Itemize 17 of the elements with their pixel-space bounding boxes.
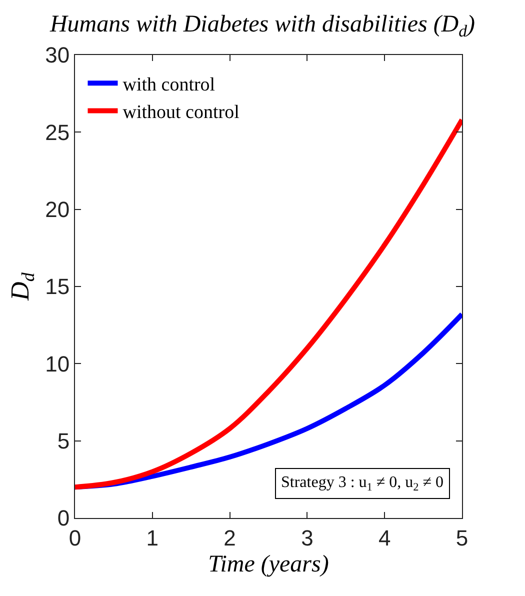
x-tick-label: 5 <box>456 525 468 550</box>
y-tick-label: 5 <box>57 428 70 454</box>
x-tick-label: 3 <box>301 525 314 550</box>
y-tick-label: 0 <box>57 506 70 531</box>
y-tick-label: 25 <box>45 120 70 145</box>
x-tick-label: 4 <box>378 525 391 550</box>
y-tick-label: 10 <box>45 351 70 376</box>
x-axis-title: Time (years) <box>208 552 329 578</box>
x-tick-label: 1 <box>146 525 159 550</box>
chart-title: Humans with Diabetes with disabilities (D$_{d}$) <box>48 12 476 41</box>
x-tick-label: 2 <box>224 525 236 550</box>
y-tick-label: 30 <box>45 42 70 68</box>
y-tick-label: 20 <box>45 197 70 222</box>
annotation: Strategy 3 : u$_{1}$ ≠ 0, u$_{2}$ ≠ 0 <box>281 474 444 494</box>
legend-label: with control <box>122 74 216 96</box>
y-tick-label: 15 <box>45 274 70 300</box>
legend-label: without control <box>122 102 240 124</box>
